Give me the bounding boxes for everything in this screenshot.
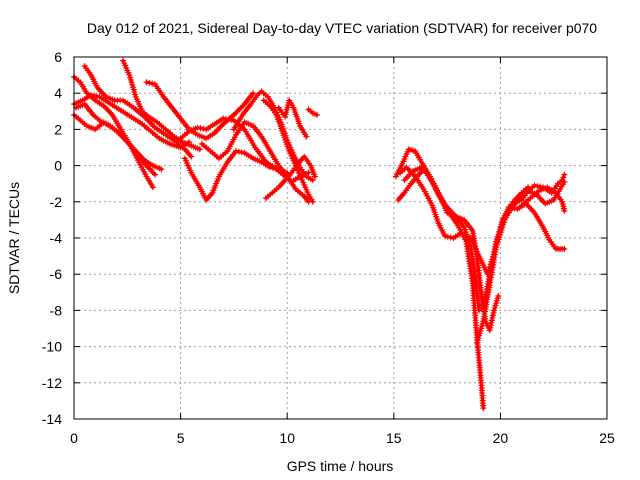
grid-layer (74, 57, 607, 419)
series-markers-track-17 (395, 166, 487, 412)
x-tick-label: 10 (279, 430, 295, 446)
series-markers-track-6 (120, 57, 203, 153)
series-markers-track-13 (262, 153, 318, 202)
y-tick-label: 6 (54, 49, 62, 65)
x-tick-label: 15 (386, 430, 402, 446)
x-tick-label: 0 (70, 430, 78, 446)
y-tick-label: 2 (54, 121, 62, 137)
series-markers-track-9 (181, 148, 291, 203)
x-tick-label: 20 (493, 430, 509, 446)
series-markers-track-23 (518, 184, 568, 214)
chart-title: Day 012 of 2021, Sidereal Day-to-day VTE… (87, 20, 597, 36)
y-tick-label: 0 (54, 158, 62, 174)
y-axis-label: SDTVAR / TECUs (6, 182, 22, 294)
y-tick-label: -4 (50, 230, 63, 246)
series-markers-track-14 (275, 97, 310, 140)
series-markers-track-22 (505, 200, 568, 252)
x-tick-label: 25 (599, 430, 615, 446)
series-markers-track-4 (81, 63, 195, 160)
series-line-track-6 (121, 58, 202, 151)
series-layer (71, 57, 568, 412)
tick-layer: 0 5 10 15 20 25 -14 -12 -10 -8 -6 -4 -2 0 2 4 6 (42, 49, 615, 446)
x-tick-label: 5 (177, 430, 185, 446)
y-tick-label: -8 (50, 302, 63, 318)
y-tick-label: -10 (42, 339, 62, 355)
y-tick-label: -6 (50, 266, 63, 282)
y-tick-label: 4 (54, 85, 62, 101)
x-axis-label: GPS time / hours (287, 458, 394, 474)
y-tick-label: -2 (50, 194, 63, 210)
series-markers-track-5 (73, 101, 165, 173)
series-markers-track-16 (392, 146, 483, 314)
y-tick-label: -14 (42, 411, 62, 427)
series-markers-track-15 (305, 106, 320, 118)
series-markers-track-10 (198, 119, 312, 205)
y-tick-label: -12 (42, 375, 62, 391)
